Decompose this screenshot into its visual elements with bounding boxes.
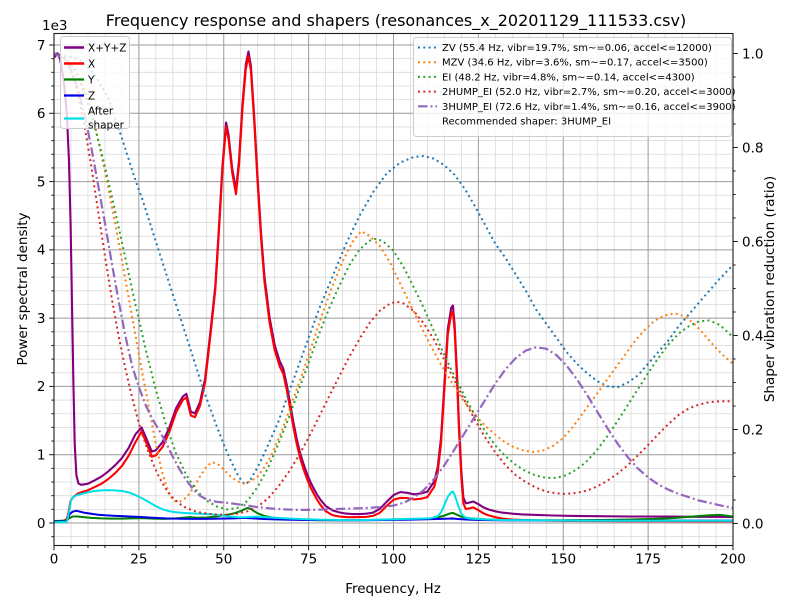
y-right-tick-label: 0.2 (742, 422, 763, 438)
x-tick-label: 125 (465, 552, 491, 568)
legend-label: Y (87, 74, 95, 86)
legend-recommended-shaper: Recommended shaper: 3HUMP_EI (442, 117, 611, 128)
legend-label: 2HUMP_EI (52.0 Hz, vibr=2.7%, sm~=0.20, … (442, 87, 736, 98)
legend-shapers: ZV (55.4 Hz, vibr=19.7%, sm~=0.06, accel… (413, 37, 736, 137)
y-axis-label-right: Shaper vibration reduction (ratio) (762, 176, 778, 402)
legend-shapers-box (413, 37, 732, 137)
y-axis-offset-label: 1e3 (42, 18, 67, 34)
legend-item-zv: ZV (55.4 Hz, vibr=19.7%, sm~=0.06, accel… (418, 43, 712, 54)
legend-label: 3HUMP_EI (72.6 Hz, vibr=1.4%, sm~=0.16, … (442, 102, 736, 113)
legend-item-sum: X+Y+Z (64, 42, 126, 54)
legend-label: X+Y+Z (88, 42, 126, 54)
legend-item-after_shaper: After shaper (64, 106, 125, 132)
legend-label: EI (48.2 Hz, vibr=4.8%, sm~=0.14, accel<… (442, 72, 695, 83)
series-line-ei (54, 52, 733, 511)
legend-item-3hump_ei: 3HUMP_EI (72.6 Hz, vibr=1.4%, sm~=0.16, … (418, 102, 736, 113)
legend-item-ei: EI (48.2 Hz, vibr=4.8%, sm~=0.14, accel<… (418, 72, 695, 83)
legend-item-z: Z (64, 90, 95, 102)
legend-item-y: Y (64, 74, 95, 86)
legend-psd: X+Y+Z XYZ After shaper (60, 36, 130, 132)
legend-label: shaper (88, 120, 125, 132)
legend-label: After (88, 106, 114, 118)
legend-item-2hump_ei: 2HUMP_EI (52.0 Hz, vibr=2.7%, sm~=0.20, … (418, 87, 736, 98)
y-left-tick-label: 5 (37, 174, 46, 190)
x-tick-label: 150 (550, 552, 576, 568)
legend-psd-box (60, 36, 130, 129)
legend-label: ZV (55.4 Hz, vibr=19.7%, sm~=0.06, accel… (442, 43, 712, 54)
x-tick-label: 200 (720, 552, 746, 568)
x-tick-label: 175 (635, 552, 661, 568)
x-tick-label: 25 (130, 552, 147, 568)
y-left-tick-label: 1 (37, 448, 46, 464)
series-line-3hump_ei (54, 52, 733, 511)
x-tick-label: 50 (215, 552, 232, 568)
y-right-tick-label: 0.8 (742, 140, 763, 156)
y-left-tick-label: 6 (37, 106, 46, 122)
y-right-tick-label: 1.0 (742, 46, 763, 62)
y-right-tick-label: 0.0 (742, 516, 763, 532)
axis-tick-labels: 0 25 50 75 100 125 150 175 200 0 1 2 3 4 5 6 7 0.0 0.2 0.4 0… (37, 38, 764, 568)
x-axis-label: Frequency, Hz (345, 581, 441, 597)
legend-label: X (88, 58, 95, 70)
y-right-tick-label: 0.4 (742, 328, 763, 344)
plot-series (54, 50, 733, 524)
legend-item-x: X (64, 58, 95, 70)
chart-title: Frequency response and shapers (resonanc… (106, 11, 686, 31)
series-line-zv (54, 52, 733, 486)
y-right-tick-label: 0.6 (742, 234, 763, 250)
legend-item-mzv: MZV (34.6 Hz, vibr=3.6%, sm~=0.17, accel… (418, 58, 708, 69)
legend-label: MZV (34.6 Hz, vibr=3.6%, sm~=0.17, accel… (442, 58, 708, 69)
x-tick-label: 100 (381, 552, 407, 568)
legend-label: Z (88, 90, 95, 102)
y-left-tick-label: 4 (37, 243, 46, 259)
series-line-after_shaper (54, 489, 733, 524)
y-axis-label-left: Power spectral density (15, 212, 31, 365)
axis-ticks (49, 44, 738, 551)
series-line-mzv (54, 52, 733, 503)
x-tick-label: 0 (50, 552, 59, 568)
x-tick-label: 75 (300, 552, 317, 568)
y-left-tick-label: 0 (37, 516, 46, 532)
y-left-tick-label: 7 (37, 38, 46, 54)
y-left-tick-label: 3 (37, 311, 46, 327)
y-left-tick-label: 2 (37, 379, 46, 395)
